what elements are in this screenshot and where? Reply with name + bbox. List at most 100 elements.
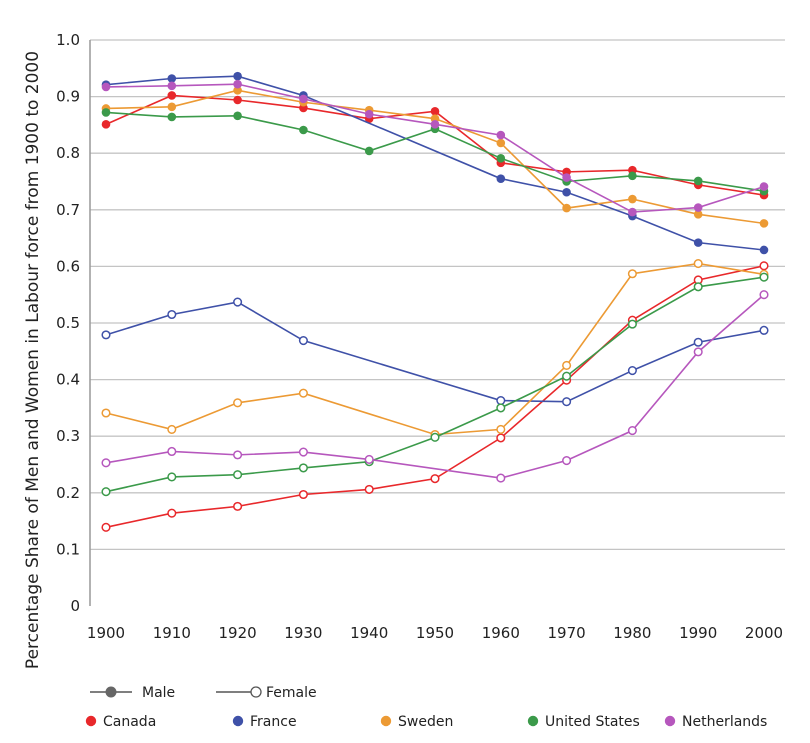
point-united-states-female (627, 319, 637, 329)
point-netherlands-female (298, 447, 308, 457)
point-netherlands-female (627, 425, 637, 436)
point-netherlands-male (562, 173, 571, 182)
series-united-states-female (101, 272, 769, 497)
point-sweden-female (627, 269, 637, 279)
point-netherlands-male (496, 130, 506, 140)
point-united-states-male (496, 153, 506, 163)
y-tick-labels: 0 0.1 0.2 0.3 0.4 0.5 0.6 0.7 0.8 0.9 1.0 (56, 31, 80, 615)
y-tick-label: 1.0 (56, 31, 80, 49)
point-netherlands-male (628, 207, 637, 217)
point-netherlands-male (759, 182, 769, 191)
y-tick-label: 0.4 (56, 371, 80, 389)
point-united-states-female (430, 432, 440, 442)
legend: Male Female Canada France Sweden United State… (85, 685, 767, 730)
point-france-female (627, 365, 637, 376)
y-axis-title: Percentage Share of Men and Women in Lab… (23, 51, 43, 669)
point-france-female (298, 335, 308, 346)
point-united-states-female (759, 272, 769, 282)
line-netherlands-male (105, 83, 765, 213)
series-group (101, 71, 769, 532)
x-tick-label: 1950 (416, 624, 454, 642)
point-sweden-male (693, 210, 703, 219)
line-united-states-female (105, 276, 765, 493)
legend-male-marker (105, 686, 117, 698)
y-tick-label: 0.3 (56, 427, 80, 445)
point-canada-female (298, 489, 308, 500)
series-netherlands-female (101, 290, 769, 483)
point-united-states-female (233, 470, 243, 480)
legend-canada-label: Canada (103, 714, 156, 730)
point-sweden-female (233, 398, 243, 408)
point-united-states-male (628, 171, 637, 181)
x-tick-label: 1960 (482, 624, 520, 642)
point-canada-female (759, 261, 769, 271)
legend-sweden-marker (380, 715, 392, 727)
legend-male-label: Male (142, 685, 175, 701)
point-netherlands-female (101, 458, 111, 468)
point-united-states-male (693, 176, 703, 186)
x-tick-label: 1910 (153, 624, 191, 642)
point-netherlands-female (167, 446, 177, 457)
point-united-states-male (101, 108, 111, 117)
legend-france-label: France (250, 714, 297, 730)
legend-france-marker (232, 715, 244, 727)
x-tick-label: 2000 (745, 624, 783, 642)
point-sweden-male (233, 86, 242, 95)
point-sweden-female (298, 388, 308, 398)
point-canada-female (364, 484, 374, 494)
legend-female-label: Female (266, 685, 317, 701)
point-france-female (101, 330, 111, 340)
point-netherlands-female (364, 454, 374, 464)
point-france-female (496, 395, 506, 406)
point-united-states-female (562, 371, 572, 381)
x-tick-label: 1940 (350, 624, 388, 642)
legend-canada-marker (85, 715, 97, 727)
point-netherlands-male (167, 81, 177, 91)
line-sweden-female (105, 262, 765, 436)
point-netherlands-male (430, 120, 440, 129)
point-netherlands-female (759, 290, 769, 300)
legend-female-marker (250, 686, 262, 698)
x-tick-label: 1970 (548, 624, 586, 642)
point-sweden-female (693, 259, 703, 269)
point-united-states-male (299, 125, 308, 135)
series-netherlands-male (101, 79, 769, 217)
point-united-states-female (298, 463, 308, 473)
x-tick-labels: 1900 1910 1920 1930 1940 1950 1960 1970 1980 1990… (87, 624, 783, 642)
series-france-female (101, 297, 769, 407)
point-canada-male (167, 91, 177, 100)
x-tick-label: 1900 (87, 624, 125, 642)
point-sweden-male (496, 138, 506, 148)
point-sweden-female (101, 408, 111, 418)
point-netherlands-male (299, 94, 308, 104)
point-canada-female (430, 474, 440, 484)
x-tick-label: 1930 (284, 624, 322, 642)
x-tick-label: 1990 (679, 624, 717, 642)
point-united-states-male (364, 146, 374, 156)
y-tick-label: 0.1 (56, 540, 80, 558)
point-canada-female (101, 522, 111, 532)
y-tick-label: 0.6 (56, 257, 80, 275)
point-france-female (167, 309, 177, 320)
point-united-states-female (693, 282, 703, 292)
point-canada-male (430, 107, 440, 116)
point-netherlands-male (693, 203, 703, 212)
point-united-states-male (233, 111, 242, 121)
x-tick-label: 1980 (613, 624, 651, 642)
point-united-states-female (167, 472, 177, 482)
point-france-female (693, 337, 703, 347)
point-canada-male (101, 120, 111, 129)
point-sweden-male (562, 203, 571, 213)
point-canada-female (167, 508, 177, 518)
point-sweden-male (628, 194, 637, 204)
point-united-states-female (496, 403, 506, 413)
point-sweden-female (562, 360, 572, 371)
y-tick-label: 0.5 (56, 314, 80, 332)
series-sweden-female (101, 259, 769, 440)
point-sweden-female (167, 424, 177, 434)
x-tick-label: 1920 (219, 624, 257, 642)
point-united-states-male (167, 112, 177, 122)
y-tick-label: 0.7 (56, 201, 80, 219)
legend-netherlands-label: Netherlands (682, 714, 767, 730)
